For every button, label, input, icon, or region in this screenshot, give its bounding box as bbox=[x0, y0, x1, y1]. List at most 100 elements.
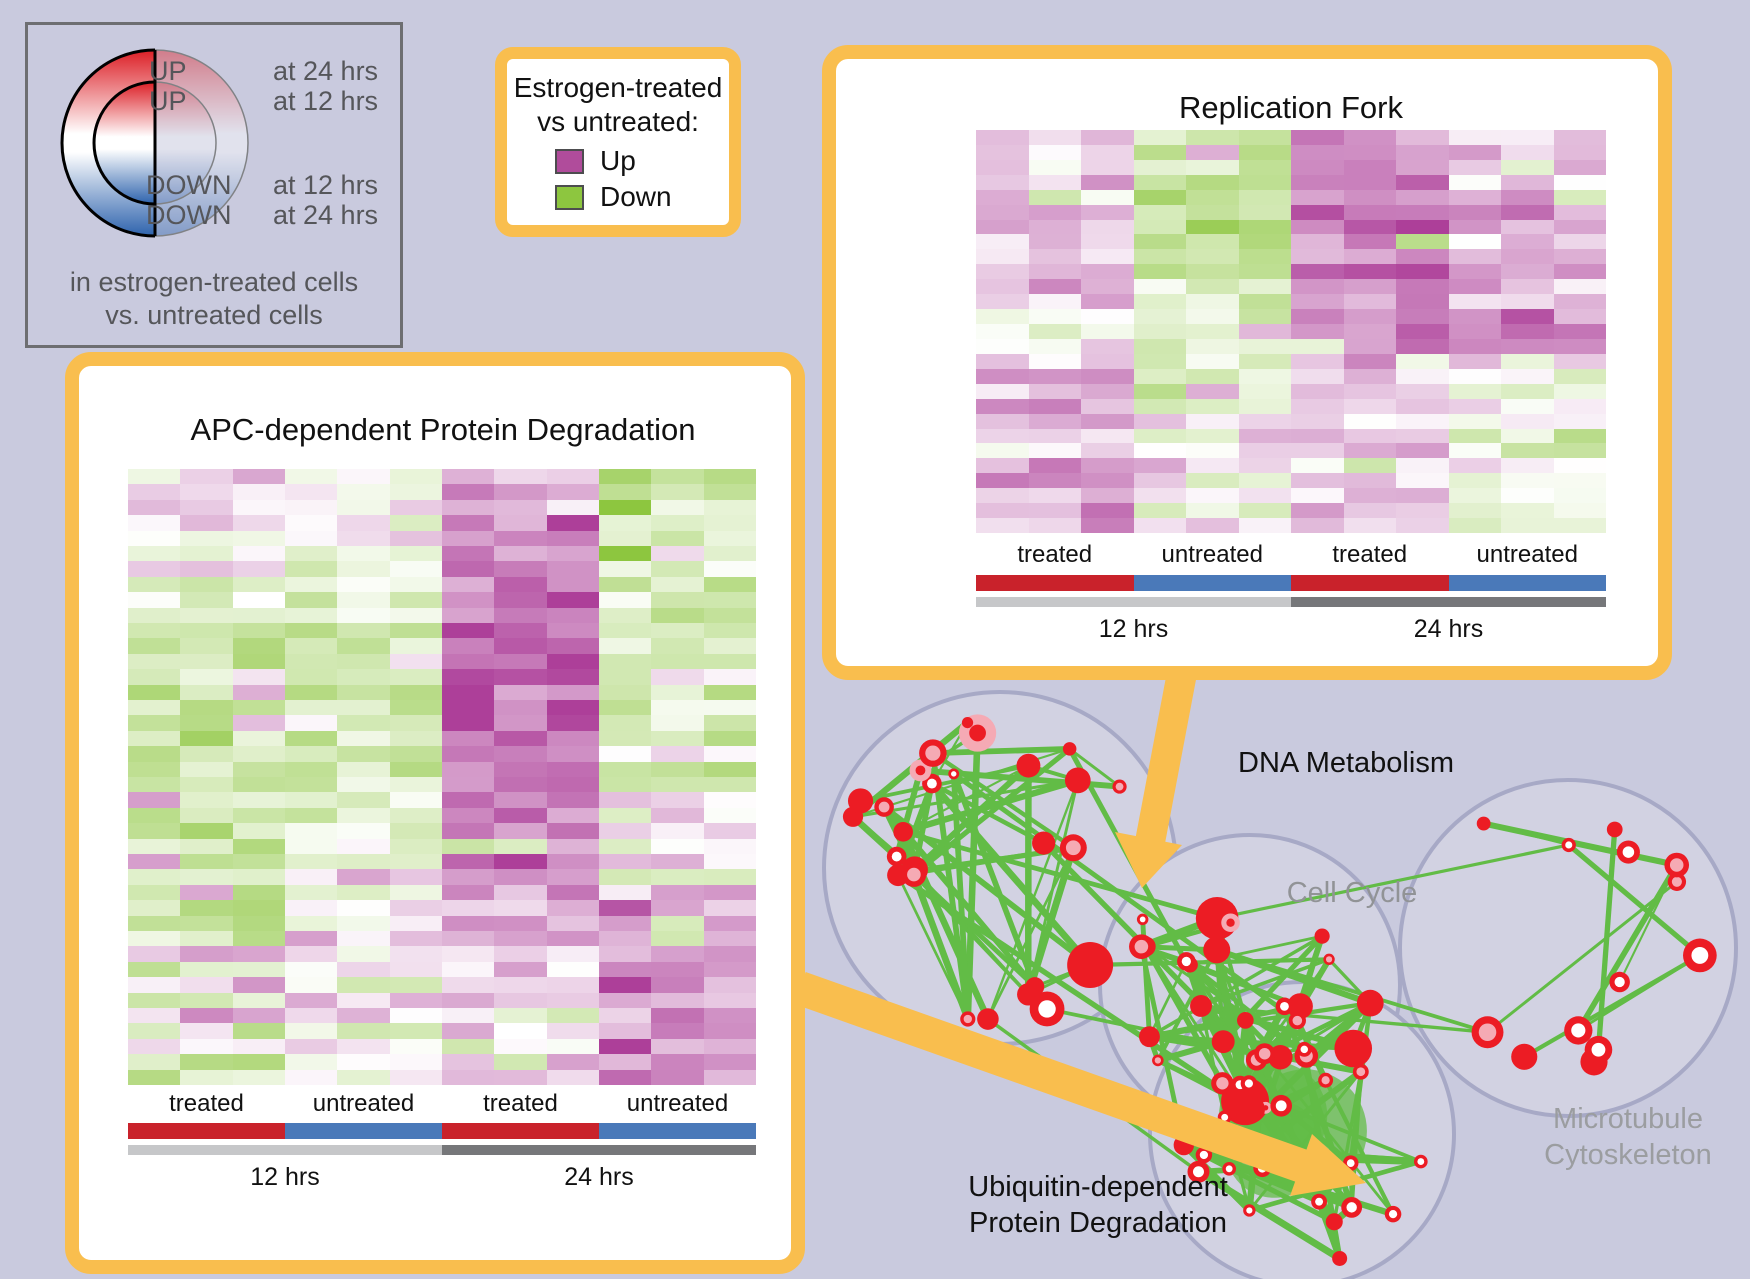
heatmap-cell bbox=[284, 776, 338, 793]
heatmap-cell bbox=[284, 638, 338, 654]
heatmap-cell bbox=[232, 838, 285, 854]
heatmap-cell bbox=[1501, 413, 1554, 429]
network-node bbox=[1016, 753, 1041, 778]
heatmap-cell bbox=[389, 977, 442, 993]
heatmap-cell bbox=[1448, 458, 1501, 474]
heatmap-cell bbox=[284, 961, 338, 978]
heatmap-cell bbox=[1448, 189, 1501, 205]
network-node bbox=[1064, 767, 1091, 794]
network-edge bbox=[1279, 1103, 1353, 1166]
heatmap-cell bbox=[441, 853, 495, 870]
heatmap-cell bbox=[1028, 309, 1081, 325]
heatmap-cell bbox=[128, 515, 181, 531]
heatmap-cell bbox=[1553, 473, 1606, 489]
heatmap-cell bbox=[180, 977, 233, 993]
heatmap-cell bbox=[651, 545, 704, 562]
heatmap-cell bbox=[976, 309, 1029, 325]
heatmap-cell bbox=[546, 1054, 599, 1070]
heatmap-cell bbox=[128, 1069, 181, 1085]
heatmap-cell bbox=[1028, 159, 1081, 175]
up-color-swatch bbox=[555, 148, 584, 174]
heatmap-cell bbox=[1081, 144, 1134, 160]
heatmap-cell bbox=[232, 469, 285, 485]
heatmap-cell bbox=[232, 930, 285, 947]
heatmap-cell bbox=[441, 761, 495, 777]
heatmap-cell bbox=[232, 992, 285, 1008]
heatmap-cell bbox=[284, 977, 338, 993]
heatmap-cell bbox=[1081, 309, 1134, 325]
heatmap-cell bbox=[651, 1007, 704, 1024]
heatmap-cell bbox=[441, 715, 495, 731]
heatmap-cell bbox=[651, 684, 704, 700]
heatmap-cell bbox=[1501, 398, 1554, 414]
heatmap-cell bbox=[232, 622, 285, 639]
heatmap-cell bbox=[441, 684, 495, 700]
heatmap-cell bbox=[337, 530, 390, 546]
condition-label: treated bbox=[1332, 541, 1408, 568]
heatmap-cell bbox=[441, 622, 495, 639]
heatmap-cell bbox=[546, 807, 599, 824]
heatmap-cell bbox=[1396, 189, 1449, 205]
heatmap-cell bbox=[1343, 264, 1396, 280]
heatmap-cell bbox=[337, 638, 390, 654]
heatmap-cell bbox=[1028, 353, 1081, 369]
heatmap-cell bbox=[1238, 383, 1291, 399]
network-edge bbox=[896, 874, 970, 1020]
heatmap-cell bbox=[1081, 443, 1134, 459]
heatmap-cell bbox=[232, 792, 285, 808]
heatmap-cell bbox=[1501, 383, 1554, 399]
heatmap-cell bbox=[546, 607, 599, 623]
heatmap-cell bbox=[976, 144, 1029, 160]
apc-heatmap bbox=[128, 469, 756, 1085]
heatmap-cell bbox=[441, 946, 495, 962]
heatmap-cell bbox=[232, 1069, 285, 1085]
heatmap-cell bbox=[703, 1007, 756, 1024]
heatmap-cell bbox=[128, 1038, 181, 1055]
heatmap-cell bbox=[1186, 309, 1239, 325]
heatmap-cell bbox=[284, 715, 338, 731]
heatmap-cell bbox=[494, 792, 547, 808]
heatmap-cell bbox=[651, 592, 704, 608]
heatmap-cell bbox=[1396, 219, 1449, 235]
time-bar bbox=[128, 1145, 442, 1155]
heatmap-cell bbox=[1553, 174, 1606, 190]
heatmap-cell bbox=[128, 823, 181, 839]
condition-label: treated bbox=[169, 1090, 244, 1117]
network-edge bbox=[1188, 963, 1283, 1107]
heatmap-cell bbox=[546, 1007, 599, 1024]
heatmap-cell bbox=[337, 576, 390, 593]
heatmap-cell bbox=[494, 900, 547, 916]
heatmap-cell bbox=[180, 776, 233, 793]
heatmap-cell bbox=[1501, 353, 1554, 369]
heatmap-cell bbox=[703, 545, 756, 562]
heatmap-cell bbox=[703, 469, 756, 485]
heatmap-cell bbox=[389, 638, 442, 654]
heatmap-cell bbox=[1186, 324, 1239, 339]
apc-title: APC-dependent Protein Degradation bbox=[190, 412, 696, 447]
heatmap-cell bbox=[546, 823, 599, 839]
heatmap-cell bbox=[1291, 324, 1344, 339]
heatmap-cell bbox=[284, 838, 338, 854]
heatmap-cell bbox=[1396, 264, 1449, 280]
network-node bbox=[1334, 1029, 1373, 1068]
heatmap-cell bbox=[1553, 353, 1606, 369]
heatmap-cell bbox=[598, 838, 652, 854]
heatmap-cell bbox=[598, 561, 652, 577]
heatmap-cell bbox=[180, 1038, 233, 1055]
heatmap-cell bbox=[494, 699, 547, 716]
heatmap-cell bbox=[1186, 473, 1239, 489]
heatmap-cell bbox=[1343, 503, 1396, 519]
heatmap-cell bbox=[703, 669, 756, 685]
heatmap-cell bbox=[1553, 428, 1606, 444]
heatmap-cell bbox=[1028, 174, 1081, 190]
heatmap-cell bbox=[180, 515, 233, 531]
heatmap-cell bbox=[1186, 294, 1239, 310]
heatmap-cell bbox=[1448, 353, 1501, 369]
heatmap-cell bbox=[1501, 249, 1554, 265]
heatmap-cell bbox=[1343, 189, 1396, 205]
heatmap-cell bbox=[441, 1038, 495, 1055]
heatmap-cell bbox=[284, 653, 338, 670]
arrow-replication-to-dna bbox=[1135, 649, 1201, 845]
heatmap-cell bbox=[1081, 353, 1134, 369]
